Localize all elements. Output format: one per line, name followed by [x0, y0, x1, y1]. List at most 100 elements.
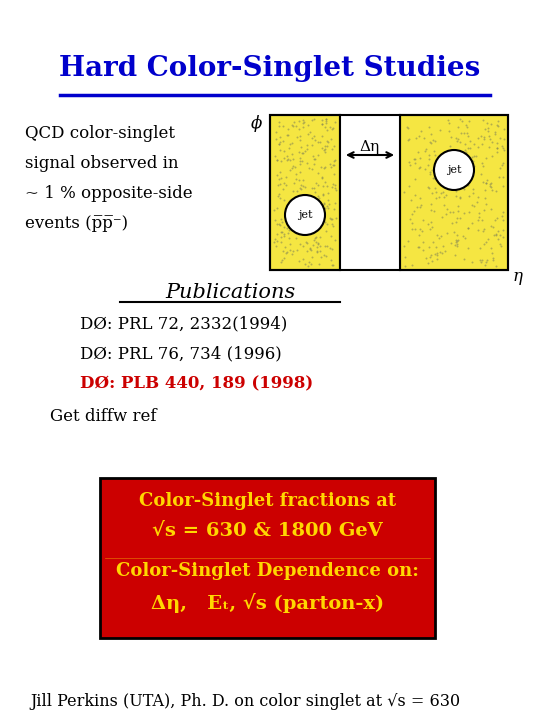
Point — [289, 153, 298, 165]
Point — [469, 150, 478, 162]
Point — [293, 185, 302, 197]
Point — [306, 243, 314, 255]
Point — [272, 169, 281, 181]
Point — [487, 204, 495, 215]
Point — [491, 228, 500, 240]
Point — [329, 122, 338, 134]
Point — [279, 120, 287, 131]
Point — [319, 189, 327, 201]
Point — [294, 123, 303, 135]
Point — [308, 163, 316, 174]
Point — [444, 114, 453, 126]
Point — [295, 155, 304, 166]
Point — [425, 149, 434, 161]
Point — [489, 253, 497, 264]
Point — [292, 228, 300, 239]
Point — [276, 173, 285, 184]
Point — [423, 159, 432, 171]
Point — [288, 120, 297, 132]
Point — [312, 178, 321, 189]
Point — [328, 181, 336, 193]
Point — [272, 133, 280, 145]
Point — [307, 258, 315, 269]
Point — [302, 158, 311, 169]
Point — [416, 223, 424, 235]
Point — [299, 148, 307, 159]
Point — [481, 178, 490, 189]
Point — [486, 179, 495, 190]
Point — [483, 174, 492, 186]
Point — [448, 217, 457, 228]
Point — [273, 228, 282, 240]
Point — [462, 127, 471, 139]
Point — [455, 212, 464, 224]
Point — [487, 220, 495, 232]
Point — [499, 180, 508, 192]
Point — [276, 236, 285, 248]
Point — [323, 218, 332, 230]
Point — [490, 128, 499, 140]
Point — [286, 164, 295, 176]
Point — [468, 150, 476, 162]
Point — [452, 216, 461, 228]
Point — [321, 146, 329, 158]
Point — [310, 153, 319, 165]
Point — [406, 160, 415, 171]
Point — [469, 156, 477, 167]
Point — [285, 238, 294, 250]
Point — [450, 158, 459, 170]
Point — [426, 166, 435, 177]
Point — [270, 236, 279, 248]
Point — [491, 260, 500, 271]
Point — [294, 204, 302, 215]
Point — [285, 224, 294, 235]
Point — [498, 210, 507, 222]
Point — [499, 171, 508, 183]
Point — [292, 168, 300, 180]
Point — [446, 154, 454, 166]
Point — [456, 175, 464, 186]
Point — [464, 222, 472, 234]
Point — [288, 198, 296, 210]
Point — [481, 259, 490, 271]
Point — [318, 119, 326, 130]
Point — [299, 253, 307, 265]
Point — [292, 174, 300, 185]
Point — [426, 222, 434, 234]
Point — [274, 120, 283, 131]
Point — [305, 256, 314, 268]
Point — [459, 158, 468, 170]
Point — [461, 232, 469, 243]
Point — [314, 222, 323, 233]
Point — [468, 217, 477, 229]
Point — [454, 205, 462, 217]
Point — [416, 192, 424, 204]
Point — [320, 240, 329, 252]
Point — [275, 138, 284, 150]
Point — [327, 254, 336, 266]
Point — [314, 207, 323, 218]
Point — [478, 138, 487, 150]
Point — [480, 133, 489, 145]
Point — [290, 199, 299, 210]
Point — [469, 188, 477, 199]
Point — [431, 186, 440, 198]
Point — [296, 130, 305, 142]
Point — [450, 227, 458, 238]
Point — [326, 121, 334, 132]
Point — [283, 222, 292, 234]
Point — [301, 197, 309, 208]
Point — [454, 235, 463, 246]
Point — [430, 248, 439, 259]
Point — [413, 241, 422, 253]
Point — [430, 149, 439, 161]
Point — [312, 236, 320, 248]
Point — [440, 179, 448, 191]
Point — [322, 251, 331, 262]
Point — [404, 133, 413, 145]
Point — [404, 180, 413, 192]
Point — [421, 143, 430, 155]
Point — [445, 117, 454, 128]
Point — [288, 138, 296, 149]
Point — [463, 122, 471, 133]
